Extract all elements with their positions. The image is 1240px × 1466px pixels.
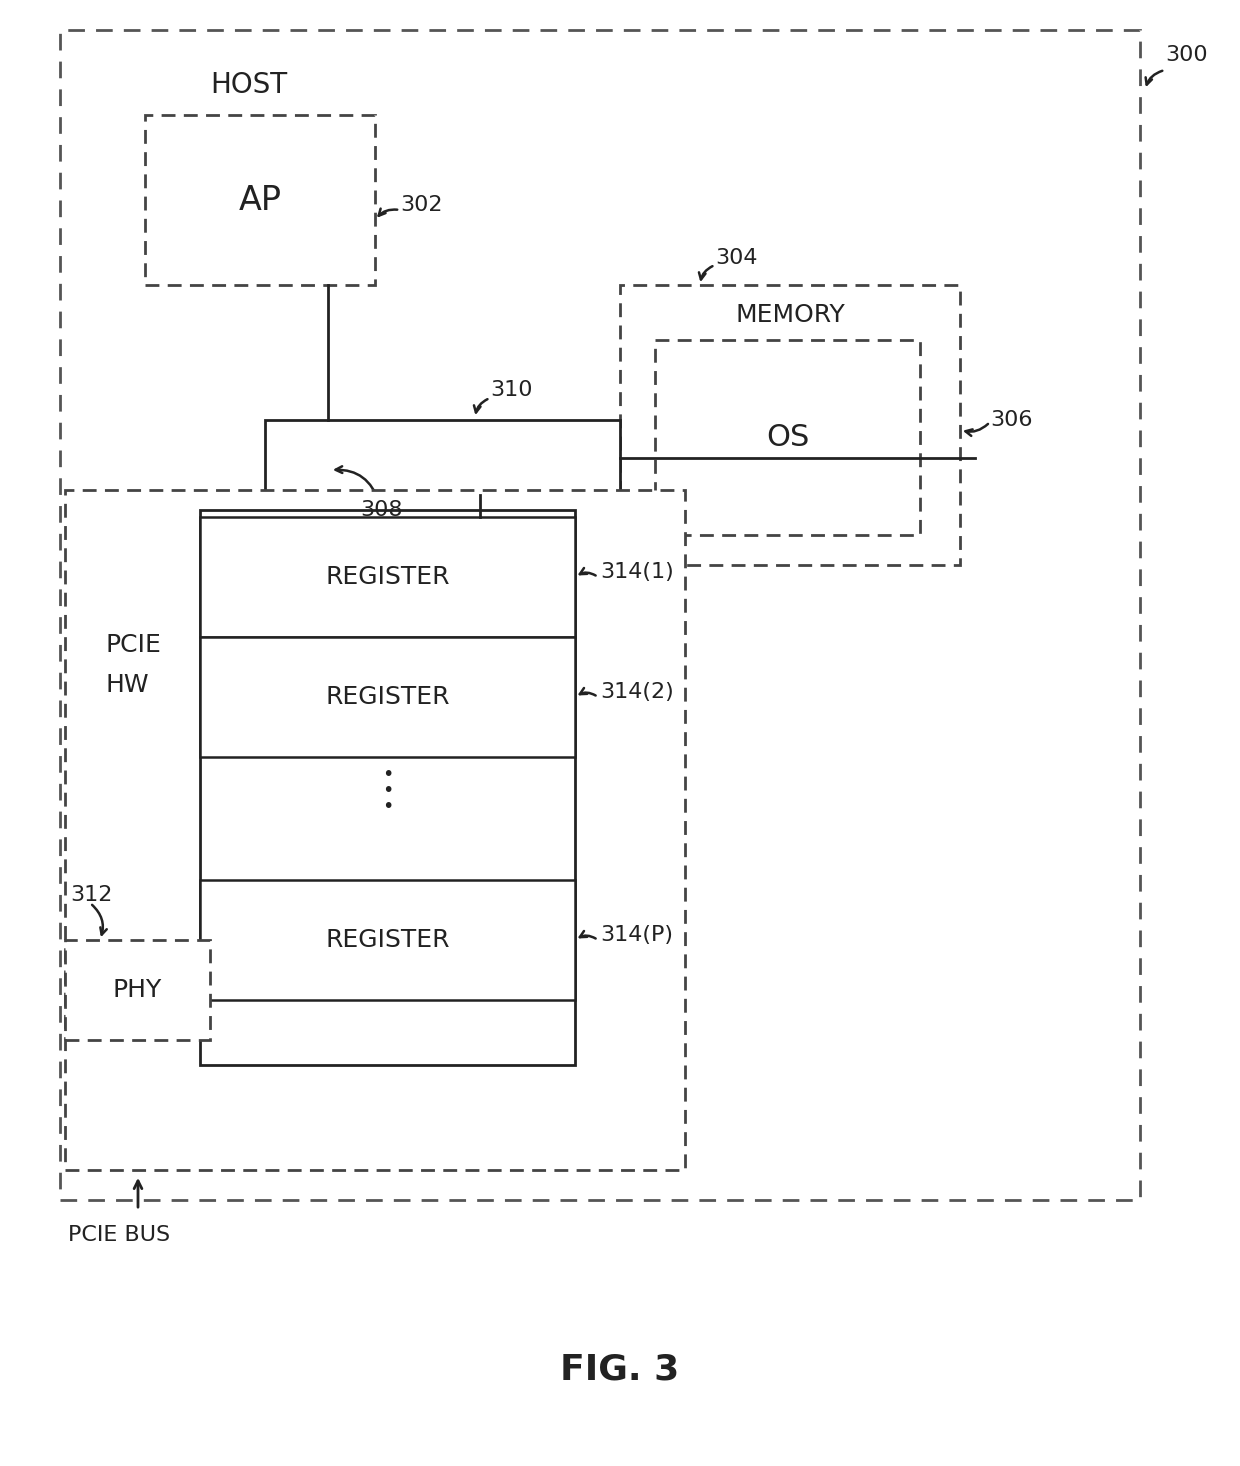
- Text: HOST: HOST: [210, 70, 288, 100]
- Text: PHY: PHY: [113, 978, 162, 1001]
- FancyArrowPatch shape: [699, 267, 713, 280]
- Text: AP: AP: [238, 183, 281, 217]
- Bar: [200, 638, 575, 756]
- Text: 308: 308: [360, 500, 403, 520]
- Text: REGISTER: REGISTER: [325, 685, 450, 710]
- FancyArrowPatch shape: [580, 688, 595, 695]
- Bar: [200, 510, 575, 1064]
- Text: OS: OS: [766, 424, 810, 452]
- Bar: [64, 490, 684, 1170]
- Text: PCIE BUS: PCIE BUS: [68, 1226, 170, 1245]
- Text: •
•
•: • • •: [382, 764, 393, 815]
- Bar: [655, 340, 920, 535]
- Text: 312: 312: [69, 885, 113, 905]
- Bar: [265, 419, 620, 496]
- Text: MEMORY: MEMORY: [735, 303, 844, 327]
- Text: REGISTER: REGISTER: [325, 564, 450, 589]
- FancyArrowPatch shape: [474, 399, 487, 412]
- FancyArrowPatch shape: [580, 931, 595, 938]
- FancyArrowPatch shape: [92, 905, 107, 935]
- Text: 306: 306: [990, 410, 1033, 430]
- Bar: [145, 114, 374, 284]
- FancyArrowPatch shape: [378, 208, 397, 216]
- FancyArrowPatch shape: [336, 466, 379, 503]
- Text: 314(1): 314(1): [600, 561, 673, 582]
- Text: 314(2): 314(2): [600, 682, 673, 702]
- Bar: [60, 29, 1140, 1201]
- Bar: [64, 940, 210, 1039]
- Text: 310: 310: [490, 380, 532, 400]
- FancyArrowPatch shape: [966, 424, 988, 435]
- FancyArrowPatch shape: [134, 1182, 141, 1207]
- Text: PCIE
HW: PCIE HW: [105, 633, 161, 696]
- Text: FIG. 3: FIG. 3: [560, 1353, 680, 1387]
- Bar: [200, 517, 575, 638]
- Bar: [620, 284, 960, 564]
- Bar: [200, 880, 575, 1000]
- Text: 300: 300: [1166, 45, 1208, 65]
- Text: 304: 304: [715, 248, 758, 268]
- Text: REGISTER: REGISTER: [325, 928, 450, 951]
- Text: 302: 302: [401, 195, 443, 216]
- FancyArrowPatch shape: [580, 567, 595, 576]
- Text: 314(P): 314(P): [600, 925, 673, 946]
- FancyArrowPatch shape: [1146, 70, 1162, 85]
